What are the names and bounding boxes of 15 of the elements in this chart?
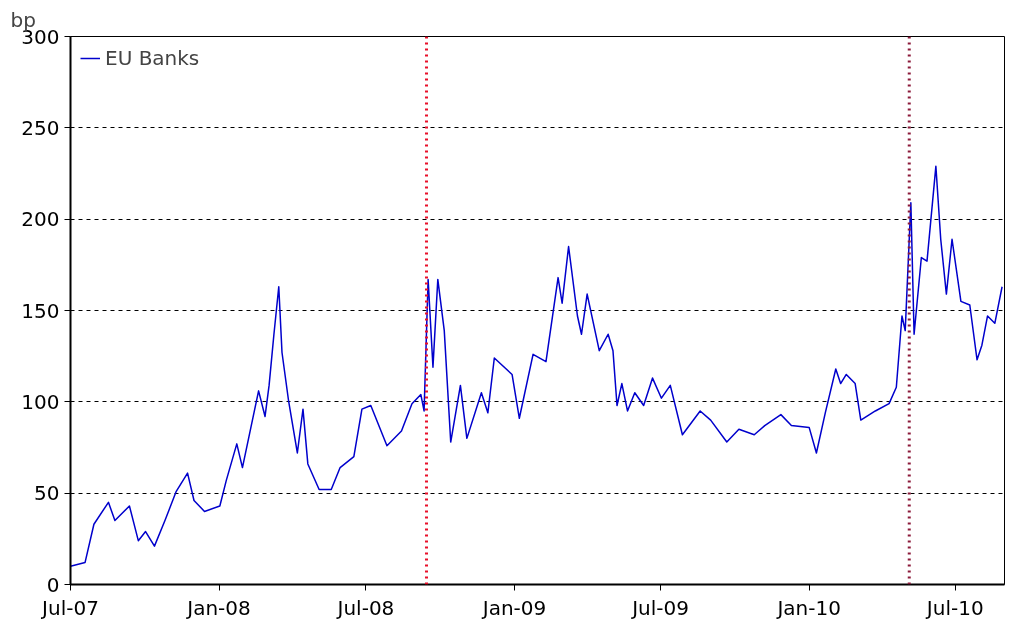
y-tick-label: 150 xyxy=(21,298,60,323)
line-series xyxy=(70,165,1003,567)
x-tick-label: Jul-10 xyxy=(924,595,984,620)
y-tick-label: 100 xyxy=(21,389,60,414)
x-tick-label: Jan-10 xyxy=(775,595,841,620)
y-tick-label: 250 xyxy=(21,115,60,140)
x-tick-label: Jul-09 xyxy=(630,595,690,620)
y-tick-label: 200 xyxy=(21,207,60,232)
x-tick-label: Jul-07 xyxy=(40,595,99,620)
x-tick-label: Jan-09 xyxy=(480,595,547,620)
x-tick-label: Jul-08 xyxy=(335,595,395,620)
y-tick-label: 50 xyxy=(34,481,60,506)
legend-label: EU Banks xyxy=(105,46,200,70)
x-tick-label: Jan-08 xyxy=(185,595,251,620)
y-tick-label: 0 xyxy=(46,572,60,597)
